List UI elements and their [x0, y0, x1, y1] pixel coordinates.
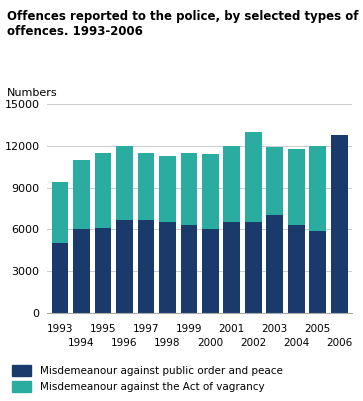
Bar — [73, 160, 90, 229]
Bar — [52, 182, 69, 243]
Text: 1998: 1998 — [154, 338, 181, 348]
Bar — [331, 135, 348, 313]
Bar — [180, 153, 197, 225]
Text: 2004: 2004 — [283, 338, 309, 348]
Bar — [266, 147, 283, 215]
Text: 1993: 1993 — [47, 324, 73, 334]
Text: 1994: 1994 — [68, 338, 95, 348]
Bar — [73, 229, 90, 313]
Text: 2003: 2003 — [262, 324, 288, 334]
Bar — [138, 153, 154, 220]
Text: 2006: 2006 — [326, 338, 352, 348]
Bar — [245, 132, 262, 223]
Bar — [159, 156, 176, 223]
Bar — [309, 146, 326, 231]
Bar — [116, 146, 133, 220]
Text: 2001: 2001 — [219, 324, 245, 334]
Bar — [202, 229, 219, 313]
Bar — [159, 223, 176, 313]
Bar — [180, 225, 197, 313]
Text: 2002: 2002 — [240, 338, 266, 348]
Text: 1999: 1999 — [176, 324, 202, 334]
Legend: Misdemeanour against public order and peace, Misdemeanour against the Act of vag: Misdemeanour against public order and pe… — [12, 365, 282, 392]
Bar — [95, 153, 111, 228]
Bar — [52, 243, 69, 313]
Bar — [245, 223, 262, 313]
Text: Numbers: Numbers — [7, 88, 58, 98]
Bar — [288, 225, 305, 313]
Text: 2005: 2005 — [305, 324, 331, 334]
Text: 1996: 1996 — [111, 338, 138, 348]
Bar — [116, 220, 133, 313]
Bar — [266, 215, 283, 313]
Bar — [224, 146, 240, 223]
Bar — [309, 231, 326, 313]
Text: 1995: 1995 — [90, 324, 116, 334]
Bar — [95, 228, 111, 313]
Text: 2000: 2000 — [197, 338, 224, 348]
Bar — [224, 223, 240, 313]
Bar — [288, 149, 305, 225]
Text: 1997: 1997 — [133, 324, 159, 334]
Bar — [138, 220, 154, 313]
Bar — [202, 154, 219, 229]
Text: Offences reported to the police, by selected types of
offences. 1993-2006: Offences reported to the police, by sele… — [7, 10, 359, 38]
